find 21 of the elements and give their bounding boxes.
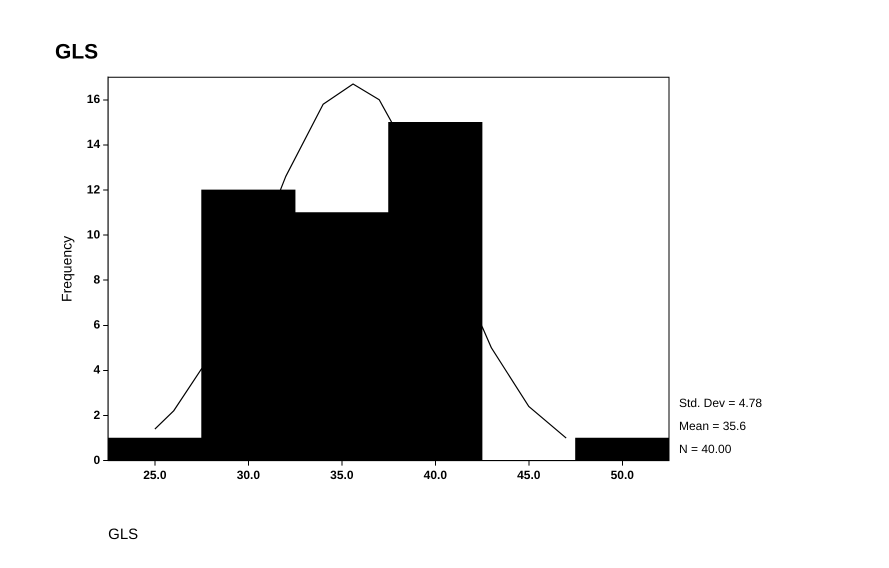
y-tick-label: 8 [93, 272, 100, 286]
y-tick-label: 14 [86, 137, 100, 152]
x-tick-label: 25.0 [143, 468, 167, 482]
y-tick-label: 4 [93, 362, 100, 377]
y-tick-label: 2 [93, 408, 100, 422]
y-tick-label: 10 [86, 227, 100, 242]
y-tick-label: 0 [93, 452, 100, 467]
text: N = 40.00 [679, 442, 732, 456]
y-tick-label: 6 [93, 318, 100, 332]
x-tick-label: 50.0 [610, 468, 634, 482]
text: Std. Dev = 4.78 [679, 396, 762, 410]
x-axis-title: GLS [108, 526, 138, 544]
text: Mean = 35.6 [679, 418, 746, 433]
chart-title: GLS [55, 40, 98, 64]
y-axis-title: Frequency [58, 236, 74, 302]
x-tick-label: 30.0 [236, 468, 260, 482]
y-tick-label: 16 [86, 92, 100, 106]
y-tick-label: 12 [86, 182, 100, 196]
x-tick-label: 45.0 [517, 468, 541, 482]
x-tick-label: 40.0 [424, 468, 448, 482]
x-tick-label: 35.0 [330, 468, 354, 482]
